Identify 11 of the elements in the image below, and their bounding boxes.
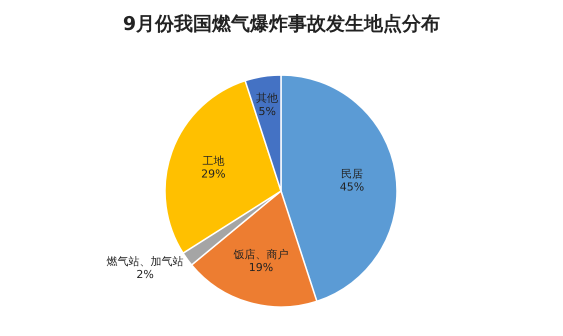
data-label: 29% xyxy=(201,168,226,181)
slice-label: 民居 xyxy=(341,168,364,181)
chart-title: 9月份我国燃气爆炸事故发生地点分布 xyxy=(122,13,440,35)
data-label: 5% xyxy=(258,104,276,118)
slice-label: 饭店、商户 xyxy=(232,248,288,261)
slice-label: 工地 xyxy=(202,154,224,168)
slice-label: 其他 xyxy=(256,92,278,105)
data-label: 19% xyxy=(248,261,274,274)
data-label: 2% xyxy=(136,268,154,282)
data-label: 45% xyxy=(340,180,364,194)
slice-label: 燃气站、加气站 xyxy=(106,254,184,268)
